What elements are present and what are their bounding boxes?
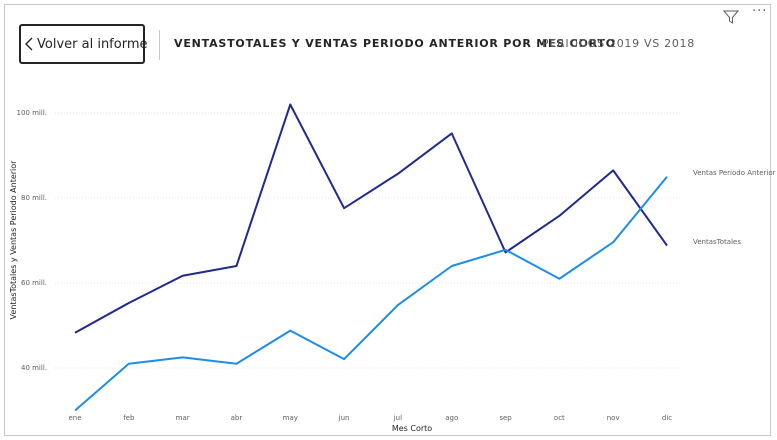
x-axis-title: Mes Corto (392, 424, 432, 433)
x-tick-label-jun: jun (338, 414, 350, 422)
x-tick-label-nov: nov (607, 414, 620, 422)
x-tick-label-ene: ene (68, 414, 81, 422)
x-tick-label-ago: ago (445, 414, 458, 422)
x-tick-label-sep: sep (499, 414, 512, 422)
y-tick-label: 60 mill. (21, 279, 47, 287)
more-options-icon[interactable]: ··· (752, 4, 768, 19)
y-tick-label: 40 mill. (21, 364, 47, 372)
x-tick-label-feb: feb (123, 414, 135, 422)
chart-title: VENTASTOTALES Y VENTAS PERIODO ANTERIOR … (174, 37, 616, 50)
y-axis-ticks: 40 mill. 60 mill. 80 mill. 100 mill. (17, 109, 47, 372)
series-label-0: Ventas Periodo Anterior (693, 169, 776, 177)
y-axis-title: VentasTotales y Ventas Periodo Anterior (9, 160, 18, 320)
header-divider (159, 30, 160, 60)
x-tick-label-abr: abr (231, 414, 243, 422)
back-button-label: Volver al informe (37, 36, 148, 52)
filter-icon[interactable] (722, 9, 740, 25)
gridlines (55, 112, 680, 369)
series-lines (74, 103, 668, 412)
series-line-1 (74, 176, 668, 412)
back-to-report-button[interactable]: Volver al informe (19, 24, 148, 64)
chart-subtitle: PERIODOS 2019 VS 2018 (542, 37, 695, 50)
x-tick-label-dic: dic (662, 414, 672, 422)
x-tick-label-mar: mar (176, 414, 190, 422)
chevron-left-icon (23, 36, 35, 52)
series-label-1: VentasTotales (693, 238, 741, 246)
y-tick-label: 100 mill. (17, 109, 47, 117)
y-tick-label: 80 mill. (21, 194, 47, 202)
x-tick-label-may: may (283, 414, 298, 422)
x-tick-label-jul: jul (393, 414, 402, 422)
x-axis-ticks: ene feb mar abr may jun jul ago sep oct nov dic (68, 414, 672, 422)
series-end-labels: Ventas Periodo Anterior VentasTotales (693, 169, 776, 246)
x-tick-label-oct: oct (554, 414, 565, 422)
series-line-0 (74, 103, 668, 334)
